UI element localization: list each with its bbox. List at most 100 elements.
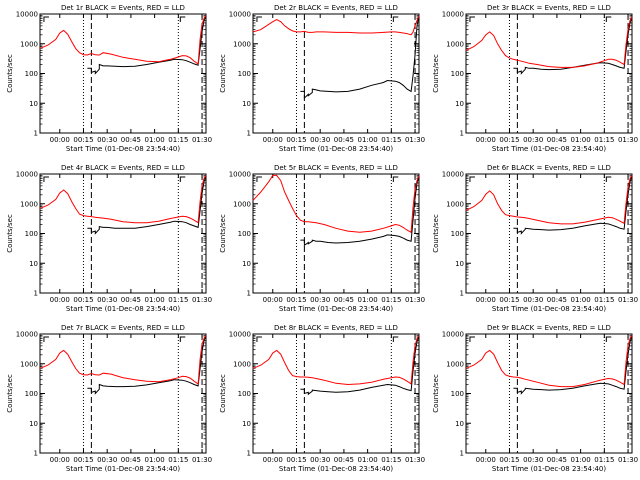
range-bracket-left <box>469 176 475 182</box>
y-tick-label: 10000 <box>16 11 38 19</box>
y-tick-label: 100 <box>451 230 464 238</box>
x-tick-label: 01:00 <box>571 456 591 464</box>
series-events <box>300 175 420 247</box>
y-tick-label: 1000 <box>446 40 464 48</box>
x-tick-label: 00:00 <box>50 456 70 464</box>
x-tick-label: 00:00 <box>263 456 283 464</box>
y-tick-label: 10 <box>29 260 38 268</box>
x-tick-label: 01:30 <box>618 136 638 144</box>
y-axis-label: Counts/sec <box>219 54 227 93</box>
chart-title: Det 1r BLACK = Events, RED = LLD <box>61 4 185 12</box>
range-bracket-right <box>179 336 186 342</box>
x-tick-label: 00:15 <box>286 296 306 304</box>
series-lld <box>39 175 207 224</box>
x-tick-label: 00:00 <box>476 456 496 464</box>
y-tick-label: 100 <box>238 230 251 238</box>
series-lld <box>252 15 420 36</box>
x-tick-label: 00:15 <box>73 456 93 464</box>
plot-frame <box>465 13 633 134</box>
y-axis-label: Counts/sec <box>219 374 227 413</box>
x-tick-label: 00:15 <box>499 296 519 304</box>
series-events <box>513 175 633 235</box>
x-tick-label: 00:00 <box>476 136 496 144</box>
plot-frame <box>252 173 420 294</box>
panel-det-4: Det 4r BLACK = Events, RED = LLD 1 10 100 10… <box>6 164 212 313</box>
x-tick-label: 01:30 <box>618 456 638 464</box>
x-tick-label: 00:00 <box>476 296 496 304</box>
range-bracket-right <box>392 16 399 22</box>
x-tick-label: 00:30 <box>523 296 543 304</box>
range-bracket-right <box>392 336 399 342</box>
y-tick-label: 1000 <box>20 40 38 48</box>
series-lld <box>465 175 633 225</box>
x-tick-label: 00:00 <box>263 296 283 304</box>
x-tick-label: 01:00 <box>145 296 165 304</box>
x-tick-label: 00:45 <box>121 136 141 144</box>
range-bracket-right <box>605 176 612 182</box>
y-tick-label: 1 <box>34 130 38 138</box>
x-tick-label: 00:15 <box>286 456 306 464</box>
x-tick-label: 01:00 <box>358 456 378 464</box>
range-bracket-left <box>469 336 475 342</box>
x-axis-label: Start Time (01-Dec-08 23:54:40) <box>279 465 393 473</box>
range-bracket-right <box>179 16 186 22</box>
series-lld <box>252 174 420 234</box>
x-axis-label: Start Time (01-Dec-08 23:54:40) <box>66 305 180 313</box>
x-tick-label: 01:15 <box>168 456 188 464</box>
x-tick-label: 01:30 <box>405 456 425 464</box>
x-tick-label: 01:15 <box>594 456 614 464</box>
range-bracket-right <box>605 16 612 22</box>
x-tick-label: 00:30 <box>523 136 543 144</box>
x-tick-label: 01:30 <box>192 296 212 304</box>
y-tick-label: 100 <box>238 70 251 78</box>
y-tick-label: 10 <box>455 100 464 108</box>
panel-det-6: Det 6r BLACK = Events, RED = LLD 1 10 100 10… <box>432 164 638 313</box>
range-bracket-left <box>469 16 475 22</box>
x-tick-label: 00:15 <box>499 136 519 144</box>
y-tick-label: 1000 <box>20 200 38 208</box>
series-lld <box>252 335 420 386</box>
y-tick-label: 1000 <box>233 200 251 208</box>
x-tick-label: 00:15 <box>286 136 306 144</box>
series-events <box>87 335 207 395</box>
x-tick-label: 00:45 <box>334 456 354 464</box>
y-tick-label: 1 <box>247 450 251 458</box>
y-axis-label: Counts/sec <box>432 214 440 253</box>
x-tick-label: 01:15 <box>381 456 401 464</box>
y-tick-label: 10000 <box>442 11 464 19</box>
chart-title: Det 4r BLACK = Events, RED = LLD <box>61 164 185 172</box>
x-tick-label: 00:15 <box>73 136 93 144</box>
y-tick-label: 1 <box>247 130 251 138</box>
y-tick-label: 10000 <box>229 11 251 19</box>
x-tick-label: 01:00 <box>571 296 591 304</box>
y-tick-label: 10000 <box>16 171 38 179</box>
x-axis-label: Start Time (01-Dec-08 23:54:40) <box>66 465 180 473</box>
y-tick-label: 1000 <box>233 360 251 368</box>
panel-det-5: Det 5r BLACK = Events, RED = LLD 1 10 100 10… <box>219 164 425 313</box>
x-tick-label: 01:30 <box>405 136 425 144</box>
panel-det-8: Det 8r BLACK = Events, RED = LLD 1 10 100 10… <box>219 324 425 473</box>
x-tick-label: 01:15 <box>594 136 614 144</box>
y-tick-label: 10000 <box>229 331 251 339</box>
y-tick-label: 10 <box>29 100 38 108</box>
y-tick-label: 10 <box>455 420 464 428</box>
y-axis-label: Counts/sec <box>432 374 440 413</box>
x-tick-label: 01:00 <box>358 296 378 304</box>
y-axis-label: Counts/sec <box>6 374 14 413</box>
x-tick-label: 01:15 <box>381 136 401 144</box>
x-tick-label: 00:30 <box>310 136 330 144</box>
x-tick-label: 00:00 <box>263 136 283 144</box>
y-axis-label: Counts/sec <box>6 214 14 253</box>
panel-det-3: Det 3r BLACK = Events, RED = LLD 1 10 100 10… <box>432 4 638 153</box>
x-tick-label: 00:30 <box>523 456 543 464</box>
series-lld <box>465 16 633 68</box>
x-axis-label: Start Time (01-Dec-08 23:54:40) <box>492 465 606 473</box>
y-tick-label: 10000 <box>229 171 251 179</box>
x-tick-label: 00:45 <box>547 456 567 464</box>
x-tick-label: 00:30 <box>310 456 330 464</box>
x-tick-label: 01:15 <box>168 296 188 304</box>
y-tick-label: 10000 <box>442 171 464 179</box>
chart-title: Det 9r BLACK = Events, RED = LLD <box>487 324 611 332</box>
y-axis-label: Counts/sec <box>6 54 14 93</box>
